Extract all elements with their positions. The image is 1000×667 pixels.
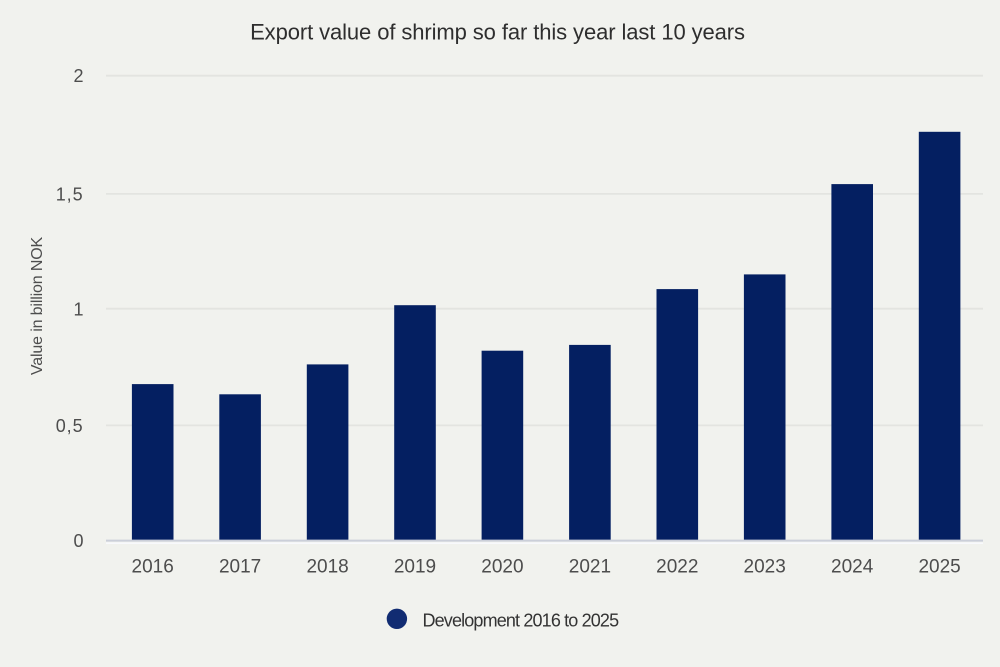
svg-text:2019: 2019 [394,556,436,577]
svg-text:2024: 2024 [831,556,874,577]
svg-text:2023: 2023 [744,556,786,577]
svg-text:1,5: 1,5 [56,185,84,205]
svg-text:2025: 2025 [918,556,960,577]
svg-text:Export value of shrimp so far: Export value of shrimp so far this year … [250,20,745,45]
svg-text:0,5: 0,5 [56,416,84,436]
svg-text:1: 1 [73,299,83,319]
svg-text:2021: 2021 [569,556,611,577]
svg-text:2017: 2017 [219,556,261,577]
svg-text:2016: 2016 [132,556,174,577]
svg-text:2020: 2020 [481,556,523,577]
svg-text:2018: 2018 [306,556,348,577]
svg-text:2: 2 [73,66,83,86]
svg-text:2022: 2022 [656,556,698,577]
svg-text:Value in billion NOK: Value in billion NOK [29,236,46,375]
svg-text:0: 0 [73,531,83,551]
svg-text:Development 2016 to 2025: Development 2016 to 2025 [423,611,620,631]
